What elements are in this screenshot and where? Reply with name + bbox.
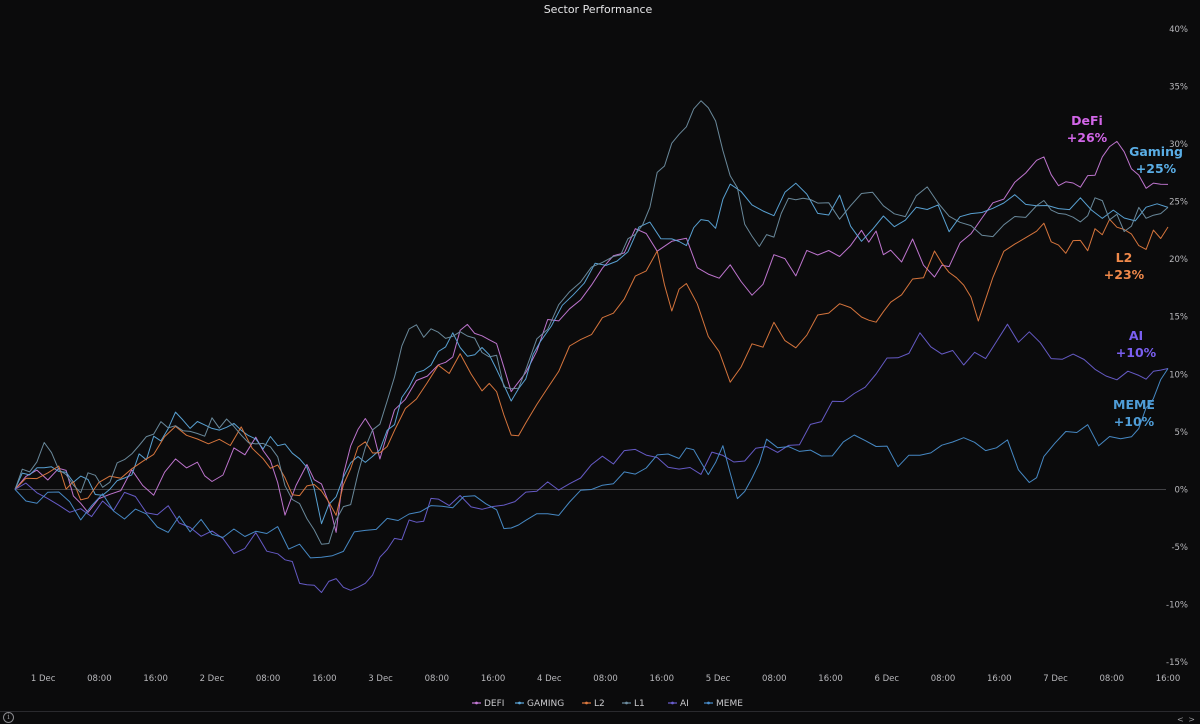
legend-item-l1[interactable]: L1 <box>622 699 645 709</box>
x-tick-label: 08:00 <box>762 674 787 684</box>
footer-bar: i < > <box>0 711 1200 724</box>
legend-label: DEFI <box>484 699 504 709</box>
legend-item-defi[interactable]: DEFI <box>472 699 504 709</box>
legend-item-meme[interactable]: MEME <box>704 699 743 709</box>
y-axis: 40% 35% 30% 25% 20% 15% 10% 5% 0% -5% -10% -15% <box>1166 25 1188 668</box>
nav-arrows[interactable]: < > <box>1177 715 1196 724</box>
y-tick-label: 10% <box>1169 370 1188 380</box>
series-line-defi[interactable] <box>14 140 1169 533</box>
y-tick-label: 0% <box>1175 485 1189 495</box>
y-tick-label: 40% <box>1169 25 1188 35</box>
y-tick-label: 20% <box>1169 255 1188 265</box>
legend[interactable]: DEFI GAMING L2 L1 AI MEME <box>472 699 743 709</box>
x-tick-label: 08:00 <box>593 674 618 684</box>
legend-marker <box>518 701 521 705</box>
legend-label: AI <box>680 699 689 709</box>
end-label-name-gaming: Gaming <box>1129 144 1183 159</box>
legend-item-l2[interactable]: L2 <box>582 699 605 709</box>
legend-label: L2 <box>594 699 605 709</box>
series-line-gaming[interactable] <box>14 182 1169 525</box>
end-labels: DeFi +26% Gaming +25% L2 +23% AI +10% MEME +10% <box>1067 113 1183 429</box>
x-tick-label: 08:00 <box>256 674 281 684</box>
x-tick-label: 16:00 <box>818 674 843 684</box>
x-tick-label: 4 Dec <box>537 674 562 684</box>
end-label-value-l2: +23% <box>1104 267 1145 282</box>
series-line-meme[interactable] <box>14 368 1169 559</box>
legend-label: L1 <box>634 699 645 709</box>
x-tick-label: 08:00 <box>425 674 450 684</box>
legend-marker <box>625 701 628 705</box>
y-tick-label: -5% <box>1171 543 1188 553</box>
end-label-name-defi: DeFi <box>1071 113 1103 128</box>
series-line-l2[interactable] <box>14 218 1169 516</box>
end-label-name-l2: L2 <box>1116 250 1133 265</box>
legend-marker <box>671 701 674 705</box>
x-tick-label: 5 Dec <box>706 674 731 684</box>
x-tick-label: 16:00 <box>312 674 337 684</box>
x-tick-label: 08:00 <box>1100 674 1125 684</box>
y-tick-label: -15% <box>1166 658 1188 668</box>
x-tick-label: 1 Dec <box>31 674 56 684</box>
x-tick-label: 6 Dec <box>874 674 899 684</box>
series-line-l1[interactable] <box>14 100 1169 545</box>
y-tick-label: 25% <box>1169 198 1188 208</box>
series-line-ai[interactable] <box>14 323 1169 593</box>
legend-marker <box>585 701 588 705</box>
legend-marker <box>475 701 478 705</box>
x-tick-label: 7 Dec <box>1043 674 1068 684</box>
y-tick-label: 30% <box>1169 140 1188 150</box>
x-tick-label: 08:00 <box>931 674 956 684</box>
series-lines <box>14 100 1169 593</box>
legend-item-ai[interactable]: AI <box>668 699 689 709</box>
end-label-name-meme: MEME <box>1113 397 1155 412</box>
x-tick-label: 2 Dec <box>200 674 225 684</box>
x-tick-label: 16:00 <box>650 674 675 684</box>
end-label-value-ai: +10% <box>1116 345 1157 360</box>
legend-label: GAMING <box>527 699 564 709</box>
x-tick-label: 16:00 <box>987 674 1012 684</box>
x-axis: 1 Dec 08:00 16:00 2 Dec 08:00 16:00 3 Dec 08:00… <box>31 674 1180 684</box>
y-tick-label: -10% <box>1166 600 1188 610</box>
end-label-value-gaming: +25% <box>1136 161 1177 176</box>
y-tick-label: 35% <box>1169 83 1188 93</box>
legend-marker <box>707 701 710 705</box>
legend-item-gaming[interactable]: GAMING <box>515 699 564 709</box>
info-icon[interactable]: i <box>3 712 14 723</box>
x-tick-label: 3 Dec <box>368 674 393 684</box>
y-tick-label: 15% <box>1169 313 1188 323</box>
x-tick-label: 16:00 <box>143 674 168 684</box>
end-label-value-meme: +10% <box>1114 414 1155 429</box>
x-tick-label: 08:00 <box>87 674 112 684</box>
y-tick-label: 5% <box>1175 428 1189 438</box>
legend-label: MEME <box>716 699 743 709</box>
x-tick-label: 16:00 <box>481 674 506 684</box>
chart-title: Sector Performance <box>544 3 653 16</box>
x-tick-label: 16:00 <box>1156 674 1181 684</box>
end-label-name-ai: AI <box>1129 328 1143 343</box>
end-label-value-defi: +26% <box>1067 130 1108 145</box>
